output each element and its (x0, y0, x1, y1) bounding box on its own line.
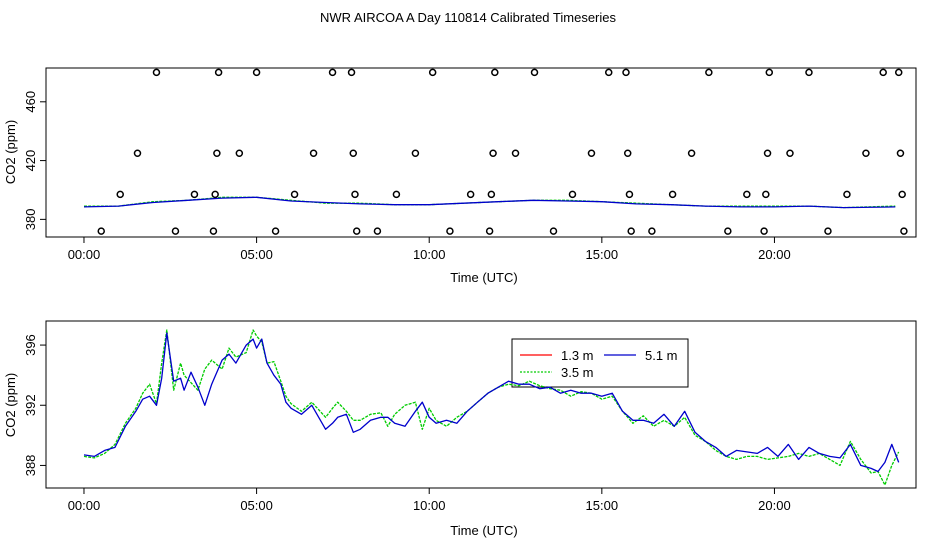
top-scatter-marker (622, 68, 630, 77)
top-scatter-marker (235, 149, 244, 157)
top-y-tick-label: 420 (23, 150, 38, 172)
top-scatter-marker (762, 190, 770, 199)
top-series-5-1-m (83, 196, 896, 209)
top-y-tick-label: 460 (23, 91, 38, 113)
top-scatter-marker (604, 68, 613, 77)
top-scatter-marker (824, 227, 832, 235)
top-x-tick-label: 20:00 (758, 247, 791, 262)
top-scatter-marker (568, 190, 577, 199)
top-scatter-marker (485, 227, 494, 235)
top-scatter-marker (411, 149, 420, 157)
top-scatter-marker (171, 227, 180, 235)
top-scatter-marker (765, 68, 774, 77)
top-scatter-marker (843, 190, 851, 199)
top-scatter-marker (625, 190, 634, 199)
bottom-x-tick-label: 20:00 (758, 498, 791, 513)
top-scatter-marker (760, 227, 768, 235)
top-scatter-marker (211, 190, 219, 199)
top-scatter-marker (487, 190, 496, 199)
bottom-plot-frame (45, 320, 917, 489)
top-x-tick-label: 10:00 (413, 247, 446, 262)
bottom-x-tick-label: 10:00 (413, 498, 446, 513)
legend-label-5-1m: 5.1 m (645, 348, 678, 363)
top-scatter-marker (309, 149, 318, 157)
bottom-series-5-1-m (83, 332, 900, 473)
bottom-panel: Time (UTC) CO2 (ppm) 1.3 m 3.5 m 5.1 m 0… (3, 320, 917, 538)
top-scatter-marker (724, 227, 732, 235)
top-scatter-marker (549, 227, 558, 235)
top-scatter-marker (898, 190, 906, 199)
top-scatter-marker (347, 68, 356, 77)
top-scatter-marker (271, 227, 280, 235)
top-scatter-marker (190, 190, 199, 199)
top-y-tick-label: 380 (23, 209, 38, 231)
top-scatter-marker (209, 227, 218, 235)
top-x-tick-label: 00:00 (68, 247, 101, 262)
top-scatter-marker (648, 227, 656, 235)
top-scatter-marker (392, 190, 401, 199)
top-scatter-marker (116, 190, 124, 199)
bottom-series-3-5-m (83, 329, 900, 486)
top-scatter-marker (428, 68, 437, 77)
top-scatter-marker (786, 149, 794, 157)
top-scatter-marker (491, 68, 499, 77)
top-scatter-marker (668, 190, 677, 199)
top-x-tick-label: 05:00 (240, 247, 273, 262)
top-scatter-marker (763, 149, 772, 157)
top-panel: Time (UTC) CO2 (ppm) 00:00 05:00 10:00 15:0… (3, 67, 917, 285)
bottom-y-tick-label: 388 (23, 455, 38, 477)
top-scatter-marker (862, 149, 870, 157)
top-scatter-marker (373, 227, 382, 235)
bottom-x-axis-label: Time (UTC) (450, 523, 517, 538)
top-scatter-marker (894, 68, 903, 77)
chart-title: NWR AIRCOA A Day 110814 Calibrated Times… (320, 10, 616, 25)
top-scatter-marker (328, 68, 337, 77)
top-scatter-marker (511, 149, 520, 157)
top-scatter-marker (687, 149, 696, 157)
bottom-x-tick-label: 05:00 (240, 498, 273, 513)
top-scatter-marker (133, 149, 142, 157)
top-scatter-marker (627, 227, 635, 235)
legend-label-1-3m: 1.3 m (561, 348, 594, 363)
top-scatter-marker (252, 68, 261, 77)
top-scatter-marker (587, 149, 596, 157)
top-y-axis-label: CO2 (ppm) (3, 120, 18, 184)
top-plot-frame (45, 67, 917, 238)
top-scatter-marker (213, 149, 221, 157)
top-scatter-marker (896, 149, 905, 157)
bottom-y-tick-label: 396 (23, 334, 38, 356)
top-scatter-marker (623, 149, 632, 157)
legend-label-3-5m: 3.5 m (561, 365, 594, 380)
bottom-y-axis-label: CO2 (ppm) (3, 373, 18, 437)
top-scatter-marker (214, 68, 223, 77)
top-scatter-marker (290, 190, 299, 199)
top-scatter-marker (900, 227, 908, 235)
top-scatter-marker (97, 227, 105, 235)
top-scatter-marker (530, 68, 539, 77)
top-scatter-marker (352, 227, 361, 235)
legend: 1.3 m 3.5 m 5.1 m (511, 338, 689, 388)
top-scatter-marker (489, 149, 497, 157)
bottom-x-tick-label: 00:00 (68, 498, 101, 513)
top-scatter-marker (705, 68, 713, 77)
top-x-axis-label: Time (UTC) (450, 270, 517, 285)
top-scatter-marker (743, 190, 751, 199)
top-scatter-marker (351, 190, 359, 199)
top-scatter-marker (805, 68, 813, 77)
top-scatter-marker (349, 149, 358, 157)
bottom-y-tick-label: 392 (23, 394, 38, 416)
top-x-tick-label: 15:00 (586, 247, 619, 262)
top-scatter-marker (466, 190, 475, 199)
top-scatter-marker (446, 227, 454, 235)
legend-box (511, 338, 689, 388)
bottom-x-tick-label: 15:00 (586, 498, 619, 513)
top-scatter-marker (879, 68, 887, 77)
top-scatter-marker (152, 68, 161, 77)
